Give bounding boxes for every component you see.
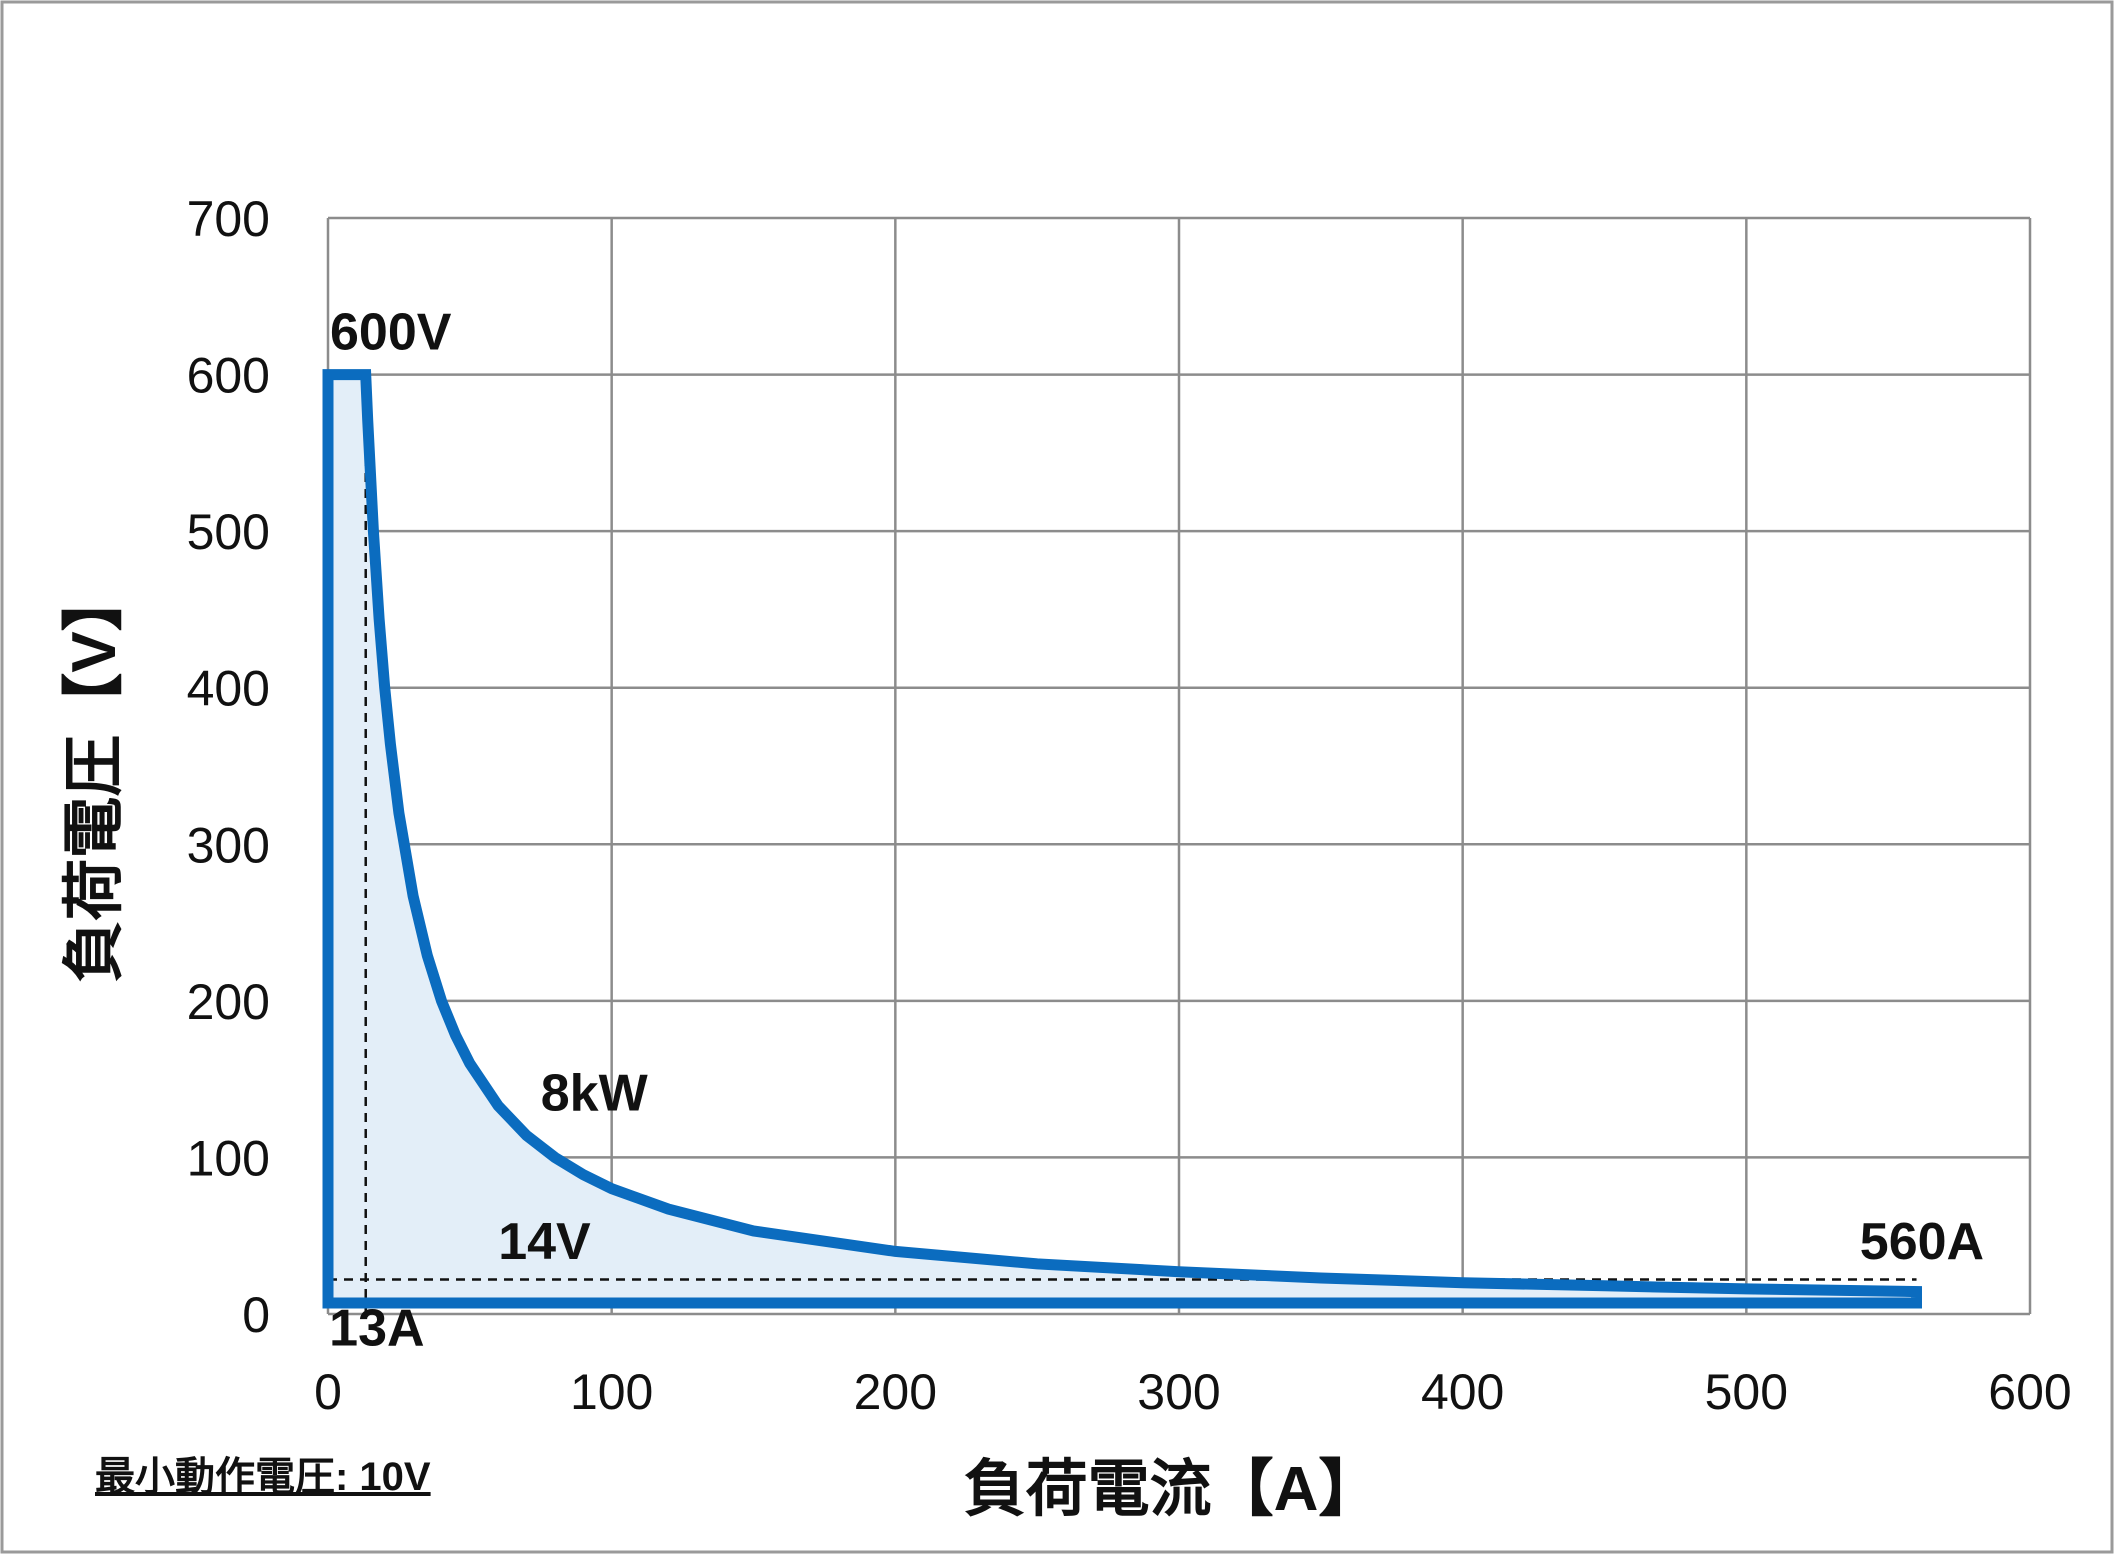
y-tick-label: 400 — [187, 661, 270, 717]
tick-labels: 0 100 200 300 400 500 600 0 100 200 300 400 500 600 70… — [187, 191, 2072, 1420]
y-tick-label: 500 — [187, 504, 270, 560]
y-axis-title: 負荷電圧【V】 — [60, 569, 129, 982]
series-line-layer — [322, 369, 1922, 1309]
x-tick-label: 0 — [314, 1364, 342, 1420]
area-layer — [328, 374, 1917, 1304]
y-tick-label: 300 — [187, 817, 270, 873]
y-tick-label: 700 — [187, 191, 270, 247]
annotation-13a: 13A — [329, 1299, 424, 1357]
annotation-600v: 600V — [330, 304, 452, 362]
x-axis-title: 負荷電流【A】 — [964, 1455, 1381, 1524]
x-tick-label: 100 — [570, 1364, 653, 1420]
annotation-14v: 14V — [498, 1213, 591, 1271]
x-tick-label: 400 — [1421, 1364, 1504, 1420]
minimum-voltage-note: 最小動作電圧: 10V — [95, 1455, 431, 1499]
annotation-560a: 560A — [1860, 1213, 1984, 1271]
operating-area-fill — [328, 374, 1917, 1304]
x-tick-label: 600 — [1988, 1364, 2071, 1420]
x-tick-label: 500 — [1705, 1364, 1788, 1420]
reference-lines — [328, 374, 1917, 1314]
annotation-8kw: 8kW — [541, 1064, 649, 1122]
grid — [326, 216, 2032, 1316]
operating-area-boundary-line — [322, 369, 1922, 1309]
annotations: 600V 8kW 14V 560A 13A — [329, 304, 1984, 1358]
y-tick-label: 0 — [242, 1287, 270, 1343]
x-tick-label: 200 — [854, 1364, 937, 1420]
y-tick-label: 100 — [187, 1130, 270, 1186]
y-tick-label: 200 — [187, 974, 270, 1030]
y-tick-label: 600 — [187, 348, 270, 404]
x-tick-label: 300 — [1137, 1364, 1220, 1420]
